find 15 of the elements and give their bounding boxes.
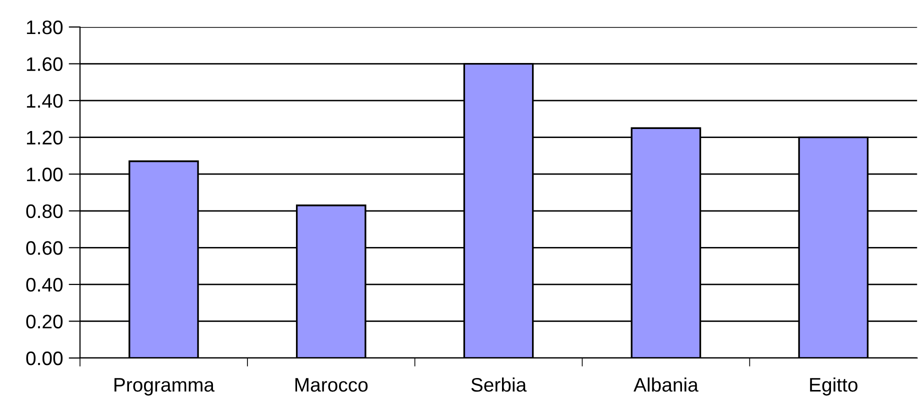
x-tick-label: Serbia	[471, 377, 527, 392]
y-tick-label: 1.60	[26, 57, 63, 72]
y-tick-label: 1.00	[26, 168, 63, 182]
y-tick-label: 0.20	[26, 314, 63, 328]
y-tick-label: 0.40	[26, 278, 63, 292]
x-tick-label: Egitto	[810, 377, 858, 396]
x-tick-label: Marocco	[295, 378, 368, 392]
y-tick-label: 0.80	[26, 204, 63, 218]
y-tick-label: 0.00	[26, 351, 63, 366]
x-tick-label: Programma	[114, 378, 214, 396]
y-tick-label: 1.20	[26, 130, 63, 145]
x-tick-label: Albania	[634, 377, 698, 392]
y-tick-label: 1.80	[26, 20, 63, 34]
y-tick-label: 0.60	[26, 241, 63, 255]
y-tick-label: 1.40	[26, 94, 63, 108]
